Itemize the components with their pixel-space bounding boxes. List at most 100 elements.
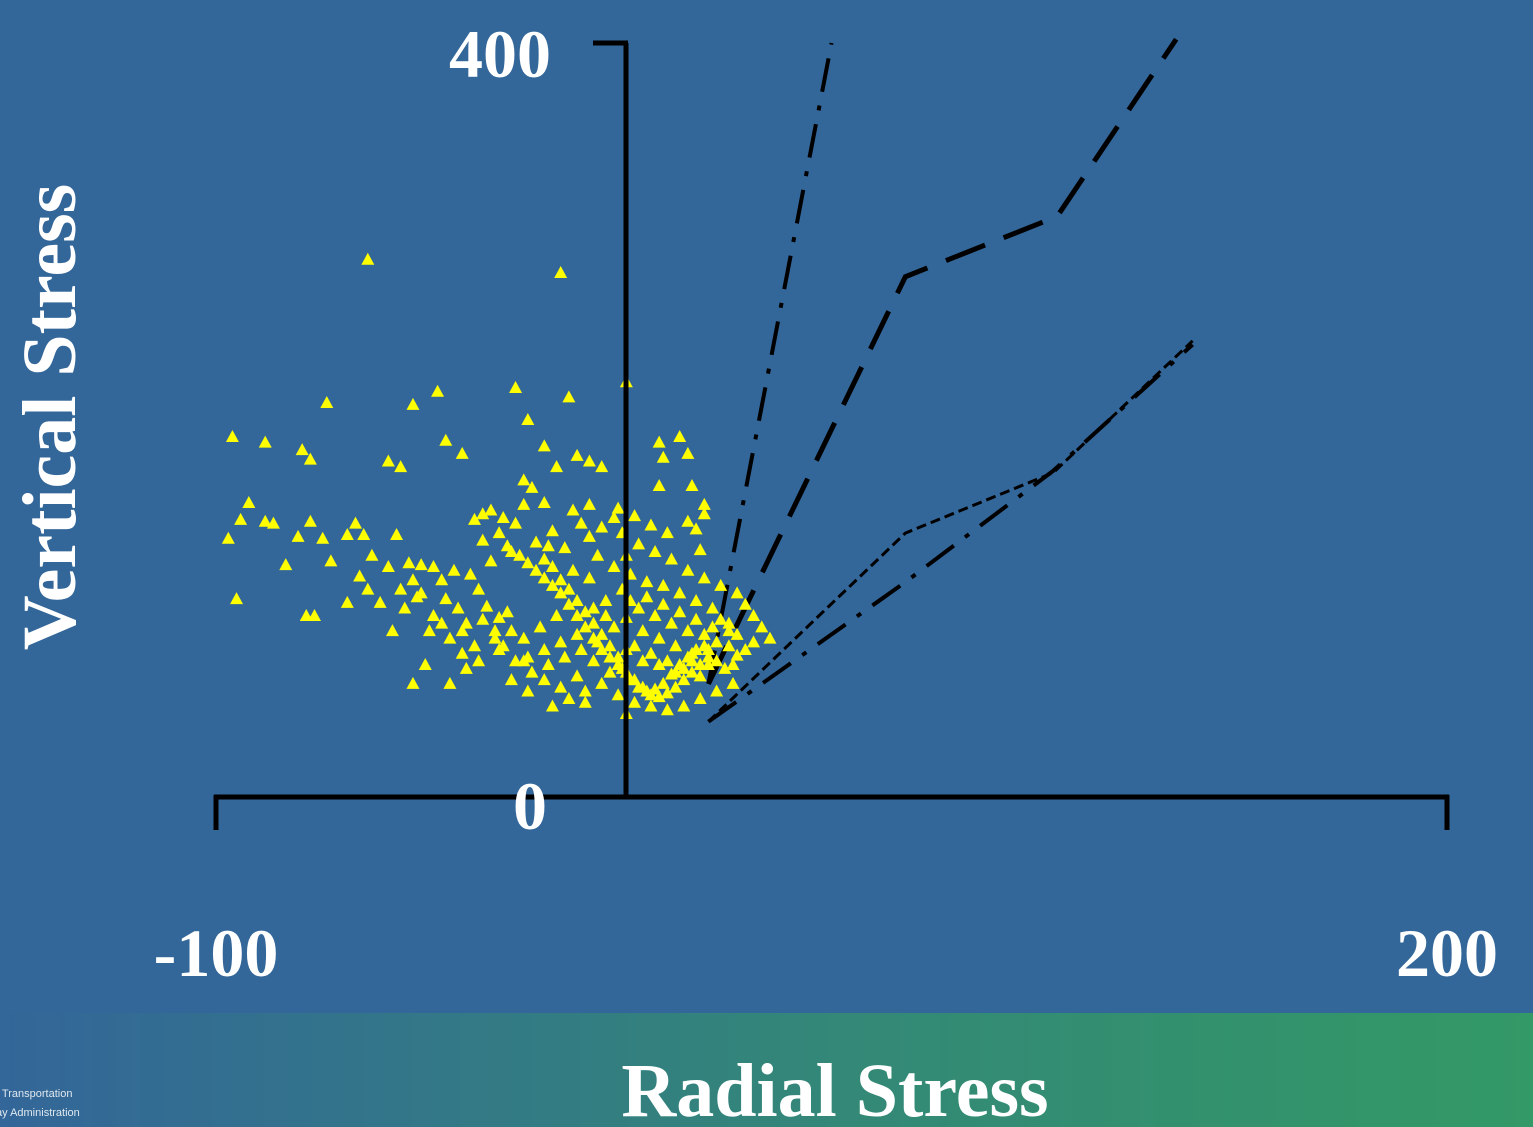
data-point-triangle — [681, 563, 695, 576]
data-point-triangle — [669, 665, 683, 678]
data-point-triangle — [656, 450, 670, 463]
data-point-triangle — [525, 480, 539, 493]
data-point-triangle — [644, 699, 658, 712]
data-point-triangle — [381, 454, 395, 467]
data-point-triangle — [582, 454, 596, 467]
data-point-triangle — [632, 537, 646, 550]
data-point-triangle — [566, 503, 580, 516]
data-point-triangle — [587, 601, 601, 614]
data-point-triangle — [578, 695, 592, 708]
data-point-triangle — [279, 558, 293, 571]
data-point-triangle — [455, 624, 469, 637]
data-point-triangle — [660, 526, 674, 539]
data-point-triangle — [492, 610, 506, 623]
data-point-triangle — [595, 460, 609, 473]
data-point-triangle — [677, 673, 691, 686]
series-layer — [221, 37, 1194, 724]
data-point-triangle — [221, 531, 235, 544]
data-point-triangle — [603, 639, 617, 652]
data-point-triangle — [517, 497, 531, 510]
data-point-triangle — [521, 650, 535, 663]
data-point-triangle — [509, 380, 523, 393]
data-point-triangle — [611, 688, 625, 701]
data-point-triangle — [324, 554, 338, 567]
data-point-triangle — [562, 390, 576, 403]
data-point-triangle — [406, 676, 420, 689]
data-point-triangle — [628, 509, 642, 522]
data-point-triangle — [545, 699, 559, 712]
data-point-triangle — [558, 650, 572, 663]
data-point-triangle — [570, 669, 584, 682]
data-point-triangle — [554, 586, 568, 599]
data-point-triangle — [451, 601, 465, 614]
data-point-triangle — [714, 612, 728, 625]
y-tick-label-bottom: 0 — [513, 768, 547, 844]
data-point-triangle — [496, 511, 510, 524]
y-tick-label-top: 400 — [449, 16, 551, 92]
series-line-1 — [706, 42, 834, 685]
data-point-triangle — [558, 541, 572, 554]
data-point-triangle — [566, 563, 580, 576]
data-point-triangle — [541, 539, 555, 552]
data-point-triangle — [307, 609, 321, 622]
data-point-triangle — [710, 654, 724, 667]
series-line-2 — [706, 37, 1179, 685]
data-point-triangle — [533, 620, 547, 633]
data-point-triangle — [435, 573, 449, 586]
data-point-triangle — [513, 548, 527, 561]
data-point-triangle — [291, 529, 305, 542]
data-point-triangle — [599, 593, 613, 606]
data-point-triangle — [640, 590, 654, 603]
data-point-triangle — [582, 497, 596, 510]
data-point-triangle — [697, 627, 711, 640]
data-point-triangle — [648, 609, 662, 622]
data-point-triangle — [673, 605, 687, 618]
data-point-triangle — [693, 691, 707, 704]
data-point-triangle — [484, 503, 498, 516]
data-point-triangle — [357, 527, 371, 540]
data-point-triangle — [677, 699, 691, 712]
data-point-triangle — [394, 460, 408, 473]
data-point-triangle — [381, 560, 395, 573]
data-point-triangle — [582, 571, 596, 584]
data-point-triangle — [595, 642, 609, 655]
data-point-triangle — [340, 595, 354, 608]
data-point-triangle — [225, 429, 239, 442]
data-point-triangle — [681, 446, 695, 459]
data-point-triangle — [693, 658, 707, 671]
data-point-triangle — [443, 676, 457, 689]
data-point-triangle — [722, 639, 736, 652]
data-point-triangle — [607, 620, 621, 633]
data-point-triangle — [541, 658, 555, 671]
data-point-triangle — [550, 460, 564, 473]
data-point-triangle — [603, 650, 617, 663]
data-point-triangle — [537, 495, 551, 508]
data-point-triangle — [570, 627, 584, 640]
data-point-triangle — [669, 639, 683, 652]
data-point-triangle — [570, 593, 584, 606]
data-point-triangle — [574, 642, 588, 655]
data-point-triangle — [500, 605, 514, 618]
data-point-triangle — [673, 586, 687, 599]
data-point-triangle — [722, 616, 736, 629]
data-point-triangle — [677, 661, 691, 674]
data-point-triangle — [578, 620, 592, 633]
data-point-triangle — [545, 578, 559, 591]
data-point-triangle — [595, 676, 609, 689]
data-point-triangle — [418, 658, 432, 671]
data-point-triangle — [706, 620, 720, 633]
data-point-triangle — [476, 612, 490, 625]
data-point-triangle — [685, 654, 699, 667]
data-point-triangle — [550, 609, 564, 622]
data-point-triangle — [406, 397, 420, 410]
data-point-triangle — [439, 592, 453, 605]
data-point-triangle — [385, 624, 399, 637]
data-point-triangle — [537, 673, 551, 686]
data-point-triangle — [726, 676, 740, 689]
series-line-4 — [707, 339, 1194, 723]
data-point-triangle — [303, 514, 317, 527]
data-point-triangle — [603, 665, 617, 678]
data-point-triangle — [472, 654, 486, 667]
data-point-triangle — [492, 526, 506, 539]
